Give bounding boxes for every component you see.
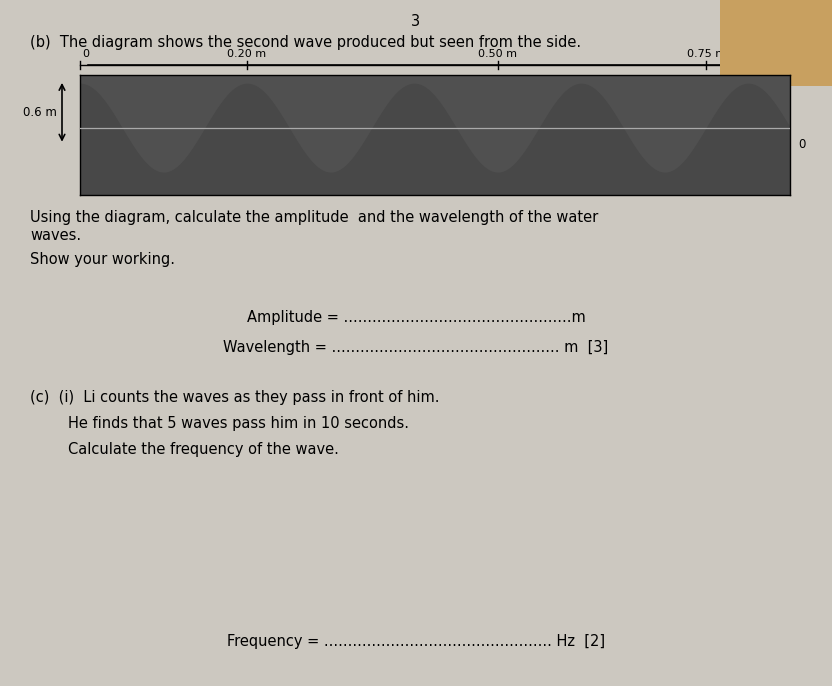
- Text: (c)  (i)  Li counts the waves as they pass in front of him.: (c) (i) Li counts the waves as they pass…: [30, 390, 439, 405]
- Text: Amplitude = ................................................m: Amplitude = ............................…: [246, 310, 586, 325]
- Text: Wavelength = ................................................ m  [3]: Wavelength = ...........................…: [223, 340, 609, 355]
- Text: Using the diagram, calculate the amplitude  and the wavelength of the water: Using the diagram, calculate the amplitu…: [30, 210, 598, 225]
- Text: 0.50 m: 0.50 m: [478, 49, 518, 59]
- Text: 0.20 m: 0.20 m: [227, 49, 266, 59]
- Text: 0: 0: [798, 138, 805, 151]
- Text: 0.6 m: 0.6 m: [23, 106, 57, 119]
- Text: 3: 3: [412, 14, 420, 29]
- Text: He finds that 5 waves pass him in 10 seconds.: He finds that 5 waves pass him in 10 sec…: [68, 416, 409, 431]
- Text: Calculate the frequency of the wave.: Calculate the frequency of the wave.: [68, 442, 339, 457]
- Text: (b)  The diagram shows the second wave produced but seen from the side.: (b) The diagram shows the second wave pr…: [30, 35, 581, 50]
- Text: 0: 0: [82, 49, 89, 59]
- Text: 0.75 m: 0.75 m: [687, 49, 726, 59]
- Bar: [720, 0, 832, 86]
- Text: Frequency = ................................................ Hz  [2]: Frequency = ............................…: [227, 634, 605, 649]
- Text: Show your working.: Show your working.: [30, 252, 175, 267]
- Text: waves.: waves.: [30, 228, 82, 243]
